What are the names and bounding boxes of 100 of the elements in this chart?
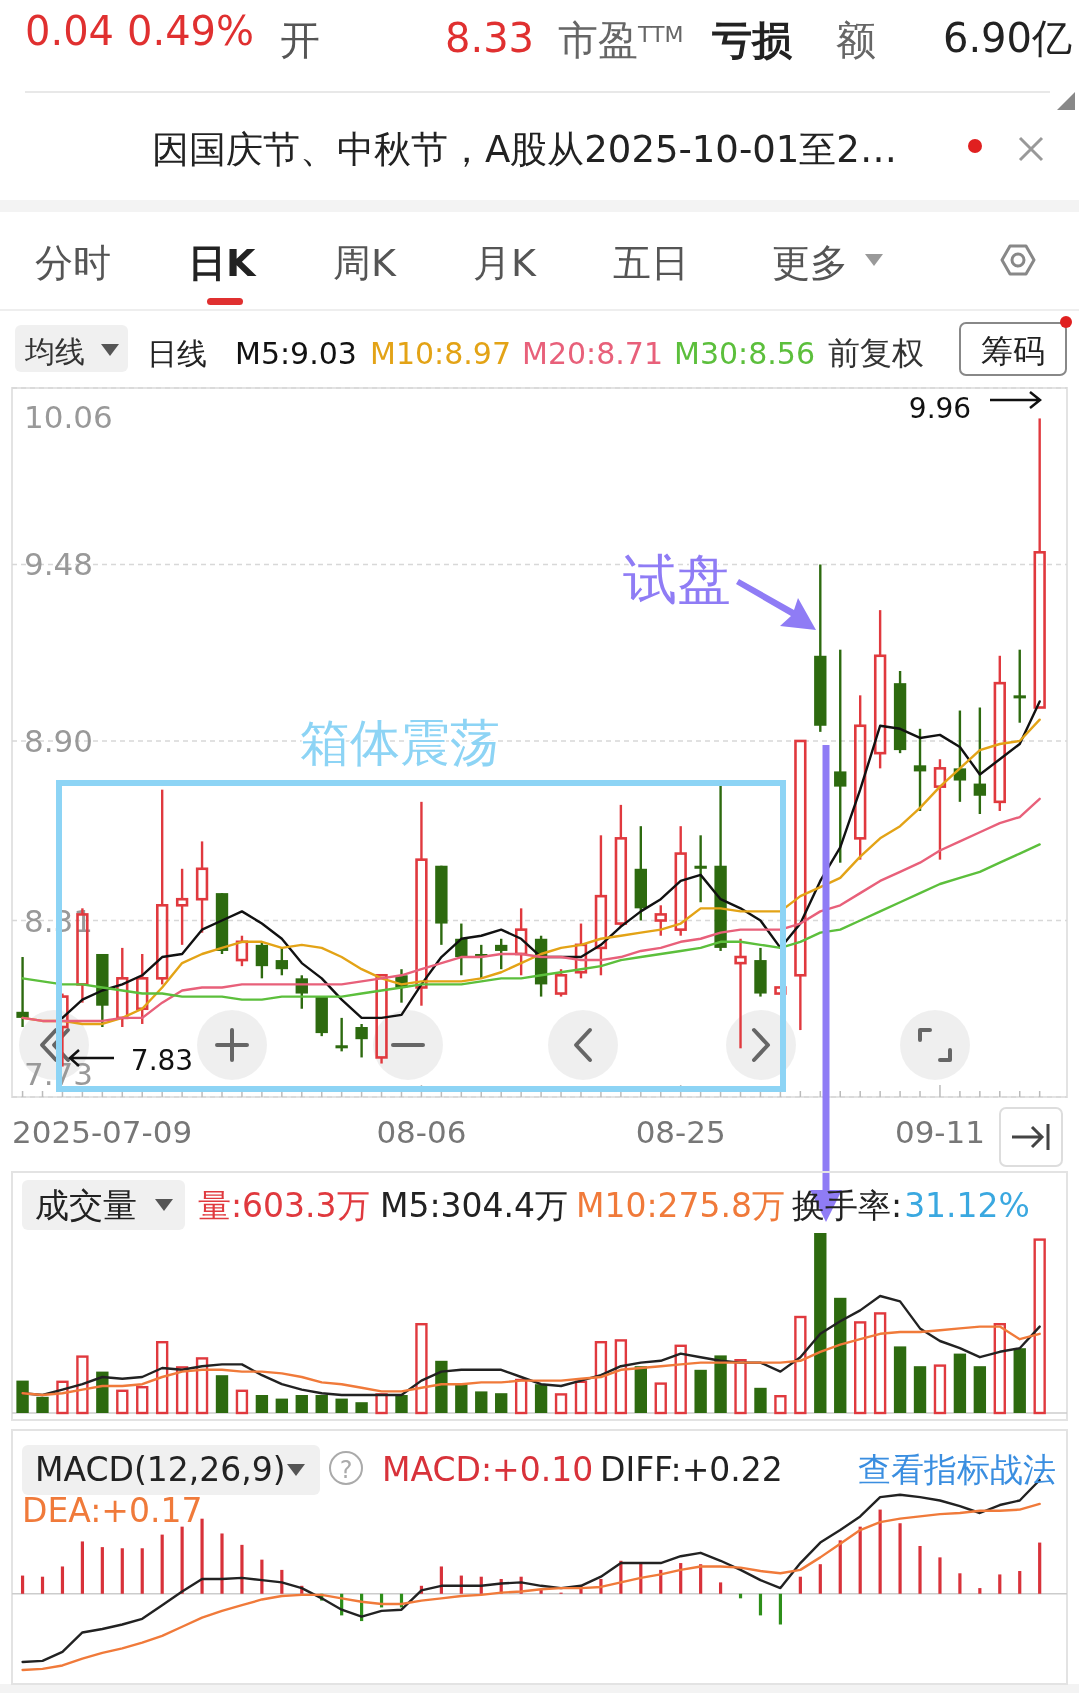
text: 额 [836, 17, 876, 63]
bar [295, 1395, 308, 1413]
chart-title: 成交量 [35, 1185, 137, 1225]
bar [200, 1518, 204, 1594]
bar [794, 1315, 807, 1415]
text: 市盈$^{TTM}$ [558, 17, 684, 63]
y-tick-label: 10.06 [24, 399, 113, 435]
bar [898, 1523, 902, 1594]
bar [100, 1547, 104, 1594]
bar [938, 1557, 942, 1594]
bar [116, 1389, 129, 1415]
bar [818, 1564, 822, 1594]
bar [475, 1391, 488, 1413]
bar [180, 1526, 184, 1594]
bar [694, 1369, 707, 1413]
bar [20, 1575, 25, 1594]
x-tick-label: 08-06 [376, 1114, 467, 1150]
bar [758, 1593, 763, 1616]
bar [215, 1375, 229, 1413]
bar [315, 1395, 328, 1413]
text: 量:603.3万 [198, 1186, 370, 1225]
bar [574, 1380, 588, 1415]
bar [993, 1323, 1006, 1415]
text: M20:8.71 [522, 336, 663, 371]
bar [1033, 1238, 1046, 1415]
bar [415, 1323, 428, 1415]
bar [355, 1402, 368, 1413]
bar [958, 1573, 962, 1594]
bar [495, 1393, 508, 1413]
bar [534, 1384, 548, 1413]
text: 亏损 [712, 17, 793, 63]
bar [120, 1548, 124, 1594]
bar [634, 1366, 647, 1413]
y-tick-label: 9.48 [24, 546, 94, 583]
bar [978, 1588, 982, 1594]
annotation: ? [339, 1456, 353, 1484]
bar [395, 1395, 408, 1413]
text: M5:304.4万 [380, 1186, 569, 1225]
bar [1018, 1571, 1022, 1594]
x-tick-label: 08-25 [635, 1114, 726, 1150]
bar [455, 1384, 468, 1413]
bar [718, 1582, 723, 1594]
text: 五日 [613, 241, 689, 285]
bar [60, 1566, 65, 1594]
annotation: 试盘 [623, 548, 731, 611]
bar [778, 1593, 783, 1625]
annotation: 7.83 [130, 1044, 194, 1077]
bar [814, 1233, 827, 1413]
text: 月K [473, 241, 537, 285]
bar [56, 1380, 69, 1415]
text: 开 [280, 17, 320, 63]
text: 周K [333, 241, 397, 285]
text: 因国庆节、中秋节，A股从2025-10-01至2… [152, 128, 897, 171]
text: M5:9.03 [235, 336, 357, 371]
bar [220, 1533, 224, 1594]
bar [674, 1344, 687, 1415]
text: 0.49% [127, 8, 255, 54]
text: 0.04 [25, 8, 115, 54]
bar [973, 1366, 987, 1413]
bar [155, 1341, 169, 1415]
bar [40, 1576, 45, 1594]
text: 分时 [35, 241, 111, 285]
annotation: 9.96 [908, 392, 972, 425]
bar [255, 1395, 269, 1413]
text: 8.33 [445, 15, 535, 61]
text: 更多 [772, 241, 848, 285]
bar [754, 1387, 767, 1413]
bar [439, 1566, 443, 1594]
bar [893, 1346, 907, 1413]
bar [80, 1541, 84, 1594]
text: 日K [188, 241, 257, 285]
bar [774, 1395, 787, 1415]
bar [275, 1398, 289, 1413]
bar [195, 1357, 209, 1415]
bar [36, 1396, 49, 1413]
bar [160, 1534, 164, 1594]
y-tick-label: 8.90 [24, 722, 94, 759]
bar [16, 1380, 29, 1413]
bar [1038, 1542, 1042, 1594]
bar [878, 1509, 882, 1594]
bar [873, 1312, 887, 1415]
text: MACD:+0.10 [382, 1450, 594, 1489]
text: M30:8.56 [674, 336, 815, 371]
bar [1013, 1348, 1026, 1413]
bar [614, 1339, 628, 1415]
text: 6.90亿 [942, 15, 1072, 61]
text: 前复权 [828, 334, 924, 372]
bar [175, 1366, 189, 1415]
text: M10:275.8万 [576, 1186, 786, 1225]
text: M10:8.97 [370, 336, 511, 371]
text: 31.12% [904, 1186, 1030, 1225]
bar [335, 1398, 348, 1413]
bar [514, 1378, 528, 1415]
text: 均线 [24, 334, 85, 369]
text: 2025-07-09 [12, 1114, 193, 1150]
bar [435, 1360, 448, 1413]
x-tick-label: 09-11 [894, 1114, 986, 1150]
bar [140, 1548, 144, 1594]
bar [136, 1386, 149, 1415]
text: 日线 [147, 336, 207, 371]
